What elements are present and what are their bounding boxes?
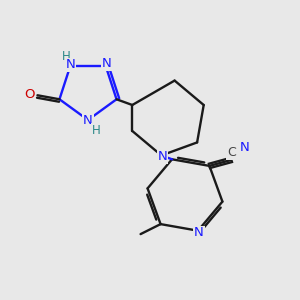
Text: O: O [24, 88, 35, 101]
Text: N: N [102, 57, 112, 70]
Text: N: N [158, 150, 167, 163]
Text: H: H [62, 50, 71, 63]
Text: N: N [240, 141, 249, 154]
Text: N: N [83, 115, 93, 128]
Text: N: N [194, 226, 204, 239]
Text: C: C [227, 146, 236, 159]
Text: H: H [92, 124, 100, 136]
Text: N: N [65, 58, 75, 71]
